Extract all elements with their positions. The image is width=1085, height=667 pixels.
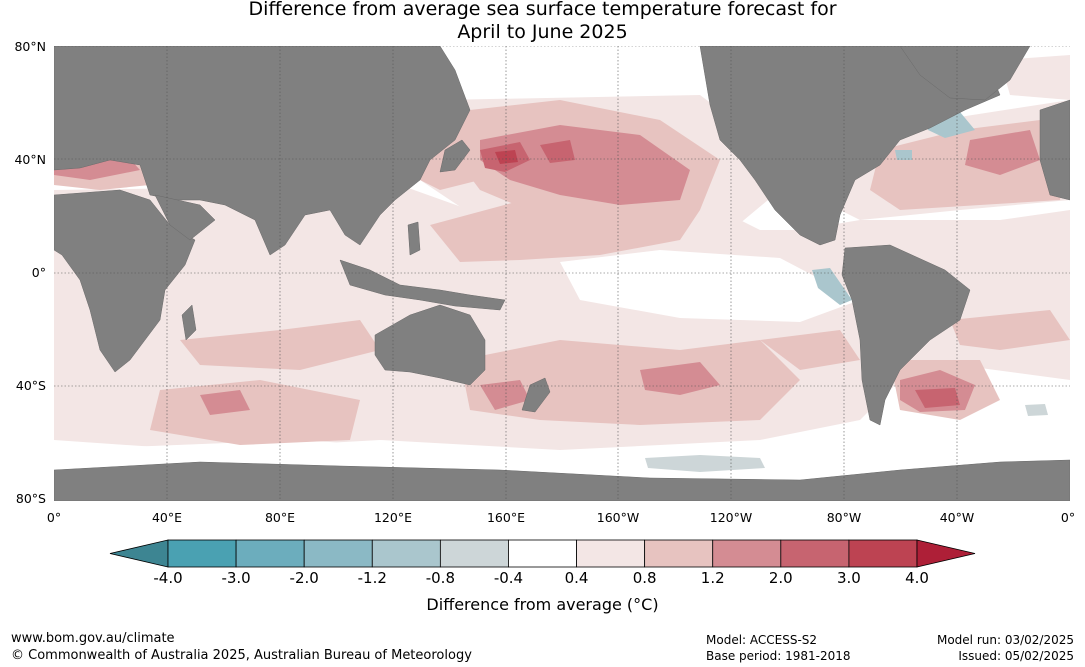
lon-label-80e: 80°E xyxy=(265,510,295,525)
land-arabia xyxy=(154,194,216,241)
colorbar-segment xyxy=(576,539,646,568)
land-africa xyxy=(54,189,196,373)
colorbar-segments xyxy=(109,539,976,568)
land-australia xyxy=(374,304,486,386)
colorbar-segment xyxy=(712,539,782,568)
colorbar-tick-label: 3.0 xyxy=(837,569,861,587)
land-eurasia xyxy=(54,46,471,256)
colorbar-tick-label: -2.0 xyxy=(290,569,319,587)
latitude-labels: 80°N 40°N 0° 40°S 80°S xyxy=(14,39,46,506)
land-new-zealand xyxy=(521,377,551,413)
lon-label-120e: 120°E xyxy=(374,510,412,525)
colorbar-segment xyxy=(235,539,305,568)
anomaly-peak-warm xyxy=(495,150,518,164)
lon-label-0-left: 0° xyxy=(47,510,61,525)
lon-label-80w: 80°W xyxy=(827,510,862,525)
lat-label-80s: 80°S xyxy=(16,491,46,506)
colorbar-ticks: -4.0 -3.0 -2.0 -1.2 -0.8 -0.4 0.4 0.8 1.2 2.0 3.0 4… xyxy=(153,569,929,587)
lon-label-120w: 120°W xyxy=(710,510,752,525)
land-masses xyxy=(54,46,1070,501)
colorbar-segment xyxy=(303,539,373,568)
land-madagascar xyxy=(181,304,197,341)
colorbar-segment xyxy=(167,539,237,568)
colorbar-segment xyxy=(848,539,918,568)
colorbar-segment xyxy=(644,539,714,568)
lat-label-40n: 40°N xyxy=(14,152,46,167)
colorbar-tick-label: -0.8 xyxy=(426,569,455,587)
colorbar-tick-label: -4.0 xyxy=(153,569,182,587)
title-line-2: April to June 2025 xyxy=(457,21,628,43)
colorbar-tick-label: 4.0 xyxy=(905,569,929,587)
land-antarctica xyxy=(54,459,1070,501)
longitude-labels: 0° 40°E 80°E 120°E 160°E 160°W 120°W 80°… xyxy=(47,510,1075,525)
map-canvas xyxy=(54,46,1070,501)
colorbar-segment xyxy=(371,539,441,568)
graticule xyxy=(54,46,1070,501)
sst-anomaly-map: 80°N 40°N 0° 40°S 80°S 0° 40°E 80°E 120°… xyxy=(14,39,1075,525)
title-line-1: Difference from average sea surface temp… xyxy=(248,0,837,20)
colorbar-label-close: ) xyxy=(652,595,659,614)
colorbar-label-text: Difference from average ( xyxy=(426,595,634,614)
colorbar-tick-label: -1.2 xyxy=(358,569,387,587)
colorbar-label: Difference from average (°C) xyxy=(0,595,1085,614)
footer-url: www.bom.gov.au/climate xyxy=(11,631,175,646)
land-japan xyxy=(439,139,471,173)
lat-label-40s: 40°S xyxy=(16,378,46,393)
colorbar-arrow-high xyxy=(916,539,976,568)
colorbar-tick-label: 1.2 xyxy=(701,569,725,587)
lon-label-160w: 160°W xyxy=(597,510,639,525)
colorbar-arrow-low xyxy=(109,539,169,568)
neutral-band xyxy=(560,250,860,322)
lat-label-80n: 80°N xyxy=(14,39,46,54)
map-title: Difference from average sea surface temp… xyxy=(0,0,1085,44)
land-north-america xyxy=(699,46,1001,246)
colorbar-tick-label: -3.0 xyxy=(221,569,250,587)
lon-label-40e: 40°E xyxy=(152,510,182,525)
land-indonesia xyxy=(339,259,506,311)
footer-model-run: Model run: 03/02/2025 xyxy=(936,633,1074,647)
land-greenland xyxy=(899,46,1031,101)
colorbar-segment xyxy=(439,539,509,568)
colorbar-tick-label: -0.4 xyxy=(494,569,523,587)
land-philippines xyxy=(407,221,421,256)
colorbar-segment xyxy=(780,539,850,568)
colorbar-tick-label: 2.0 xyxy=(769,569,793,587)
footer-base-period: Base period: 1981-2018 xyxy=(706,649,851,663)
lon-label-0-right: 0° xyxy=(1061,510,1075,525)
land-south-america xyxy=(841,244,971,426)
footer-issued: Issued: 05/02/2025 xyxy=(958,649,1074,663)
footer-copyright: © Commonwealth of Australia 2025, Austra… xyxy=(11,648,472,663)
lat-label-0: 0° xyxy=(32,265,46,280)
colorbar-label-unit: °C xyxy=(633,595,653,614)
colorbar-segment xyxy=(508,539,577,568)
lon-label-40w: 40°W xyxy=(940,510,975,525)
footer-model: Model: ACCESS-S2 xyxy=(706,633,818,647)
lon-label-160e: 160°E xyxy=(487,510,525,525)
anomaly-moderate-warm xyxy=(54,55,1070,445)
colorbar-tick-label: 0.4 xyxy=(565,569,589,587)
colorbar-tick-label: 0.8 xyxy=(633,569,657,587)
land-europe-west xyxy=(1039,99,1070,201)
